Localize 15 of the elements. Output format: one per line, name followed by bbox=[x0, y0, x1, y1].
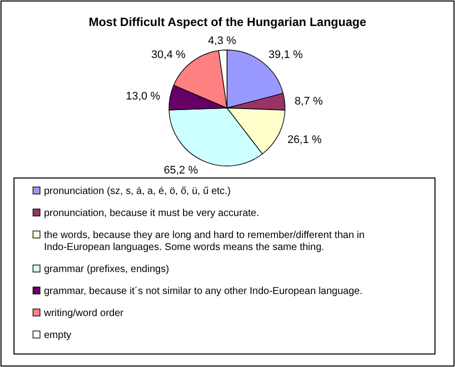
chart-title: Most Difficult Aspect of the Hungarian Language bbox=[88, 15, 367, 29]
data-label: 39,1 % bbox=[268, 49, 304, 62]
legend-label: empty bbox=[44, 330, 72, 341]
legend-label: writing/word order bbox=[43, 308, 124, 319]
legend-label: grammar, because it´s not similar to any other Indo-European language. bbox=[44, 286, 363, 297]
data-label: 26,1 % bbox=[287, 134, 322, 146]
data-label: 30,4 % bbox=[151, 48, 186, 61]
data-label: 65,2 % bbox=[164, 164, 198, 176]
legend-label: pronunciation (sz, s, á, a, é, ö, ő, ü, ű etc.) bbox=[44, 186, 231, 197]
data-label: 8,7 % bbox=[294, 95, 323, 108]
legend-label: grammar (prefixes, endings) bbox=[44, 264, 170, 275]
legend-label: the words, because they are long and hard to remember/different than in Indo-European languages. Some words means the same thing. bbox=[44, 230, 365, 253]
data-label: 4,3 % bbox=[208, 35, 236, 48]
data-label: 13,0 % bbox=[126, 90, 160, 102]
legend-label: pronunciation, because it must be very accurate. bbox=[44, 208, 260, 219]
